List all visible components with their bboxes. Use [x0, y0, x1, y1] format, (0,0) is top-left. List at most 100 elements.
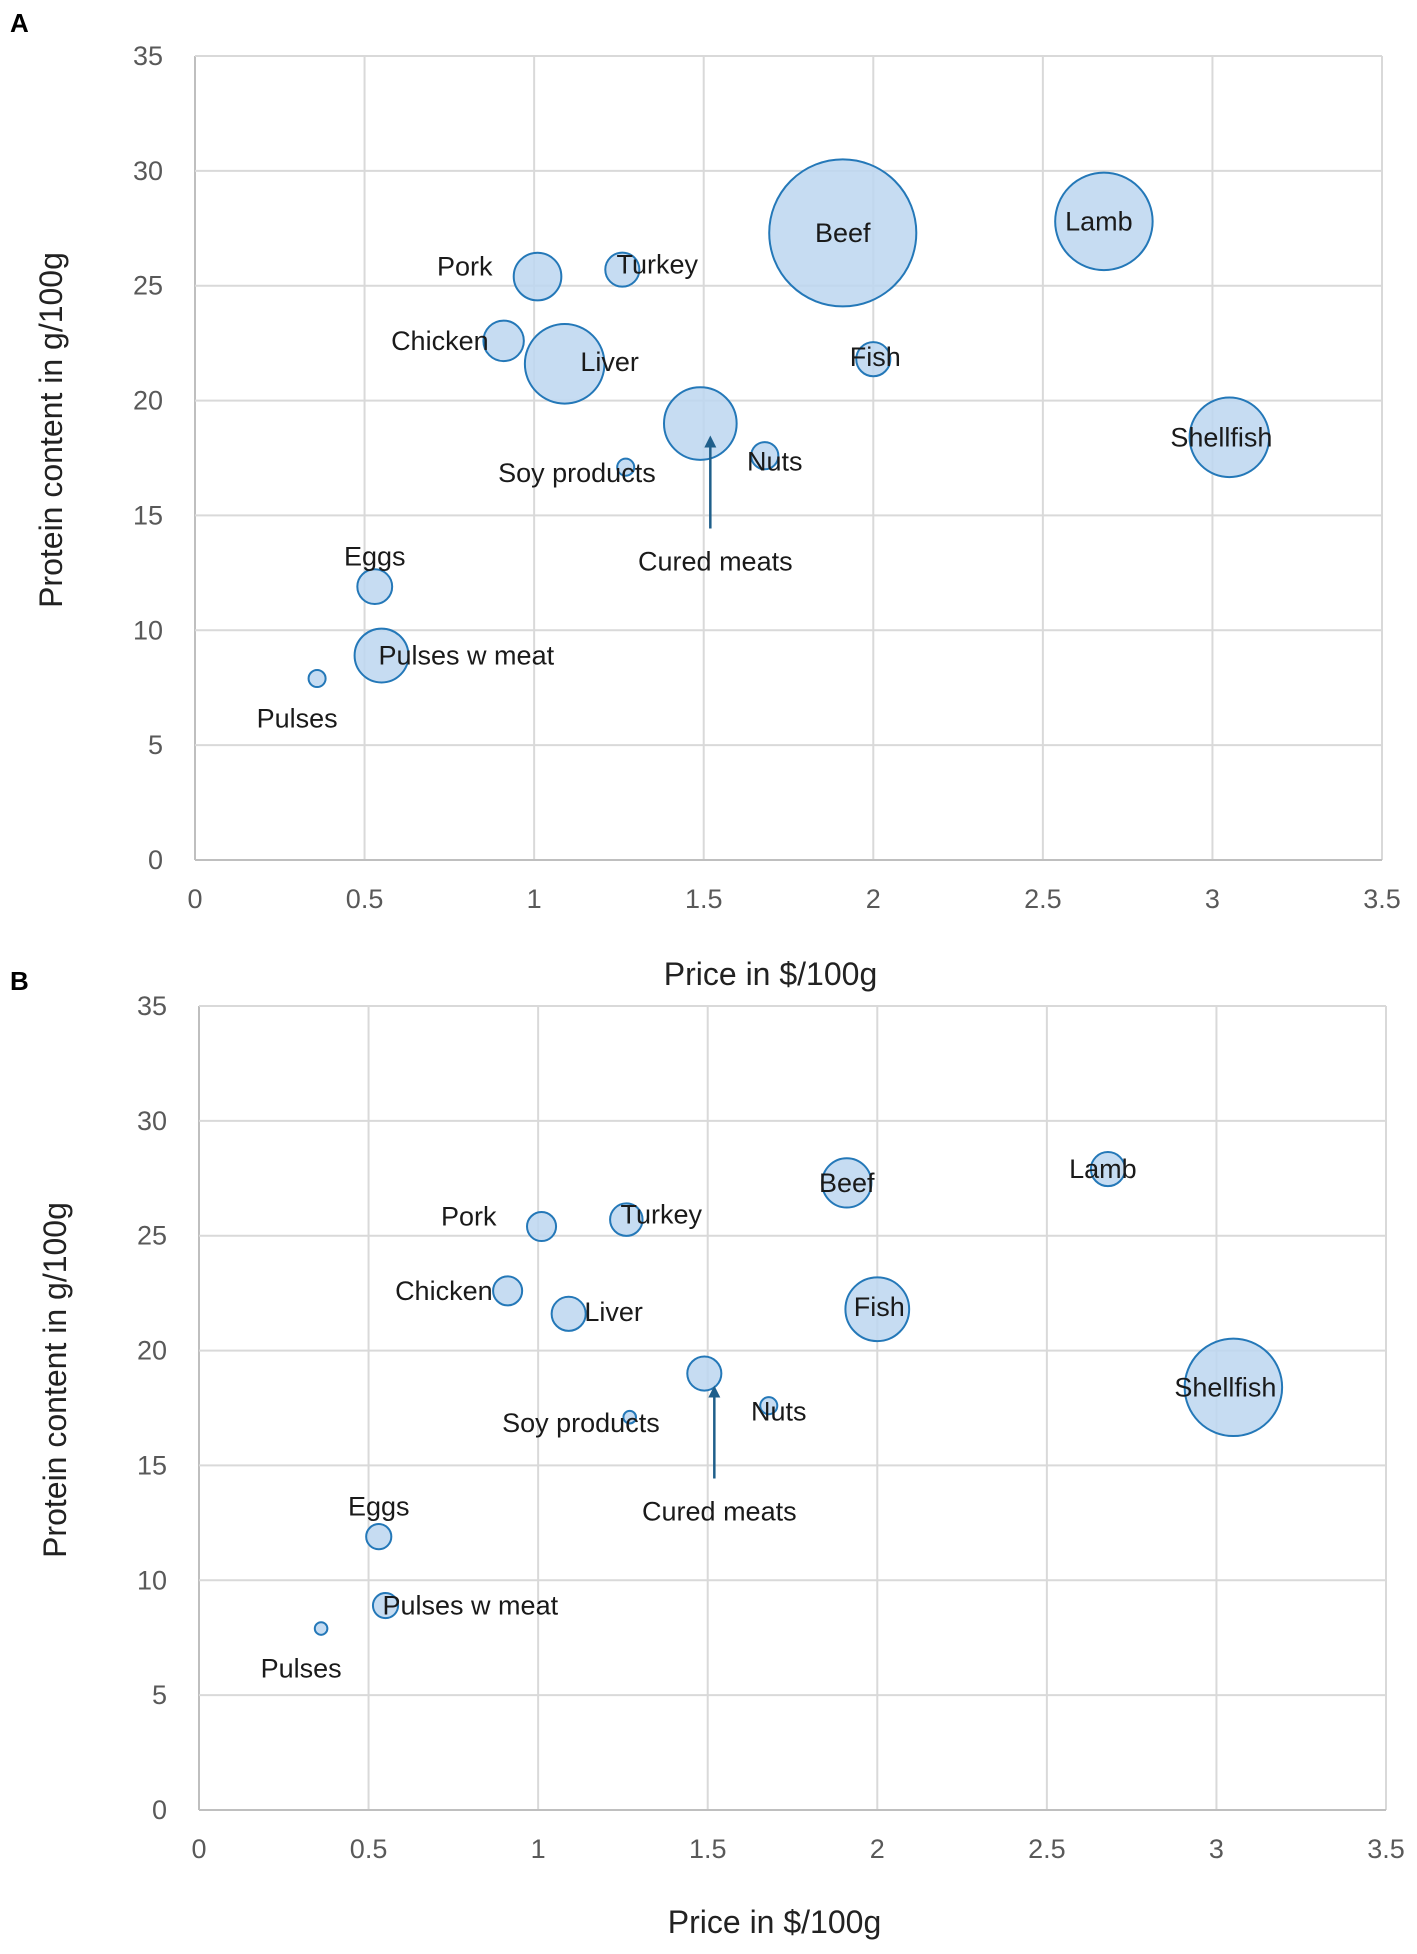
label-beef: Beef [819, 1168, 875, 1198]
bubble-labels: Beef Lamb Shellfish Pork Turkey Chicken Liver F… [257, 206, 1273, 733]
label-soy-products: Soy products [502, 1408, 660, 1438]
label-pulses-w-meat: Pulses w meat [383, 1591, 559, 1621]
bubble-fish [844, 1276, 911, 1343]
x-tick-label: 0 [191, 1834, 206, 1864]
bubble-pork [512, 251, 563, 302]
bubble-soy-products [616, 457, 636, 477]
bubble-eggs [365, 1523, 393, 1551]
bubble-lamb [1054, 171, 1154, 272]
y-tick-label: 20 [133, 386, 163, 416]
y-axis-title: Protein content in g/100g [33, 252, 69, 608]
y-tick-label: 35 [133, 41, 163, 71]
y-tick-label: 5 [152, 1680, 167, 1710]
y-tick-label: 10 [133, 615, 163, 645]
bubble-liver [550, 1295, 587, 1332]
y-tick-label: 10 [137, 1565, 167, 1595]
bubble-shellfish [1183, 1337, 1284, 1438]
label-fish: Fish [854, 1292, 905, 1322]
bubble-fish [855, 341, 892, 378]
label-cured-meats: Cured meats [642, 1497, 797, 1527]
bubble-pulses-w-meat [353, 627, 410, 684]
x-tick-label: 3 [1205, 884, 1220, 914]
x-tick-label: 0.5 [346, 884, 384, 914]
y-tick-label: 15 [133, 500, 163, 530]
label-cured-meats: Cured meats [638, 547, 793, 577]
x-tick-label: 1.5 [689, 1834, 727, 1864]
label-nuts: Nuts [747, 447, 803, 477]
y-tick-label: 25 [133, 271, 163, 301]
label-nuts: Nuts [751, 1397, 807, 1427]
label-turkey: Turkey [621, 1200, 703, 1230]
chart-panel-b: B 0 0.5 1 1.5 2 2.5 3 3.5 0 5 10 15 20 25 30 35 Price in … [10, 966, 1405, 1940]
label-chicken: Chicken [391, 326, 489, 356]
x-tick-label: 3.5 [1363, 884, 1401, 914]
x-tick-label: 0 [187, 884, 202, 914]
annotation-arrowhead [708, 1385, 721, 1398]
bubble-pulses [307, 669, 327, 689]
y-tick-label: 30 [133, 156, 163, 186]
label-shellfish: Shellfish [1174, 1372, 1276, 1402]
y-tick-label: 5 [148, 730, 163, 760]
y-tick-label: 0 [152, 1795, 167, 1825]
label-fish: Fish [850, 342, 901, 372]
bubble-beef [821, 1157, 873, 1209]
bubble-soy-products [622, 1409, 638, 1425]
chart-panel-a: A 0 0.5 1 1.5 2 2.5 3 3.5 0 5 10 15 20 25 30 35 Price in … [10, 8, 1401, 992]
label-eggs: Eggs [348, 1492, 410, 1522]
x-tick-label: 1.5 [685, 884, 723, 914]
x-tick-label: 0.5 [350, 1834, 388, 1864]
bubble-lamb [1089, 1151, 1126, 1188]
y-tick-label: 35 [137, 991, 167, 1021]
x-tick-label: 2.5 [1024, 884, 1062, 914]
label-pulses: Pulses [257, 704, 338, 734]
panel-letter: B [10, 966, 29, 996]
x-tick-label: 1 [527, 884, 542, 914]
x-tick-label: 2 [866, 884, 881, 914]
bubble-beef [768, 158, 918, 308]
label-lamb: Lamb [1065, 206, 1133, 236]
label-eggs: Eggs [344, 542, 406, 572]
x-tick-label: 3 [1209, 1834, 1224, 1864]
y-tick-label: 20 [137, 1336, 167, 1366]
bubble-turkey [604, 251, 641, 288]
label-pork: Pork [441, 1202, 497, 1232]
annotation-arrowhead [704, 435, 717, 448]
y-tick-label: 15 [137, 1450, 167, 1480]
y-axis-title: Protein content in g/100g [37, 1202, 73, 1558]
bubble-turkey [609, 1202, 644, 1237]
y-tick-label: 25 [137, 1221, 167, 1251]
bubble-chicken [482, 319, 525, 363]
x-axis-title: Price in $/100g [668, 1904, 881, 1940]
label-liver: Liver [584, 1297, 643, 1327]
label-turkey: Turkey [617, 250, 699, 280]
x-axis-title: Price in $/100g [664, 956, 877, 992]
bubble-pulses-w-meat [371, 1591, 400, 1620]
bubbles [307, 158, 1271, 689]
x-tick-label: 1 [531, 1834, 546, 1864]
bubble-chicken [492, 1275, 524, 1307]
x-tick-label: 2 [870, 1834, 885, 1864]
label-pulses-w-meat: Pulses w meat [379, 641, 555, 671]
label-liver: Liver [580, 347, 639, 377]
x-tick-label: 3.5 [1367, 1834, 1405, 1864]
bubble-shellfish [1188, 396, 1271, 479]
y-tick-label: 30 [137, 1106, 167, 1136]
bubble-nuts [750, 441, 780, 471]
bubble-cured-meats [663, 386, 738, 461]
label-chicken: Chicken [395, 1276, 493, 1306]
label-soy-products: Soy products [498, 458, 656, 488]
bubbles [313, 1151, 1284, 1636]
bubble-cured-meats [686, 1355, 723, 1392]
bubble-labels: Beef Lamb Shellfish Pork Turkey Chicken Liver F… [261, 1154, 1277, 1683]
y-tick-label: 0 [148, 845, 163, 875]
label-pork: Pork [437, 252, 493, 282]
x-tick-label: 2.5 [1028, 1834, 1066, 1864]
label-lamb: Lamb [1069, 1154, 1137, 1184]
label-pulses: Pulses [261, 1654, 342, 1684]
bubble-pork [526, 1210, 558, 1243]
label-beef: Beef [815, 218, 871, 248]
bubble-pulses [313, 1621, 329, 1636]
label-shellfish: Shellfish [1170, 422, 1272, 452]
bubble-nuts [759, 1396, 779, 1416]
